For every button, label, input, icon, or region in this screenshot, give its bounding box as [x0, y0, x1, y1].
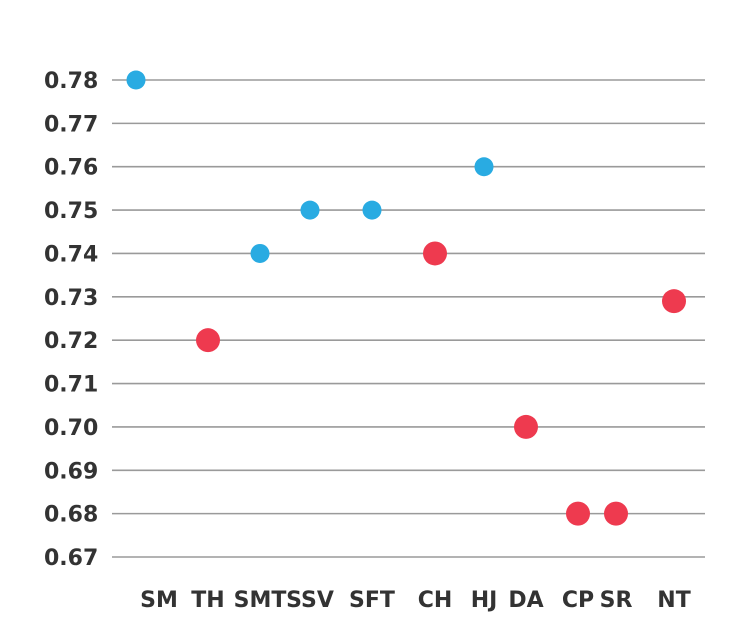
y-tick-label: 0.71: [44, 373, 98, 398]
y-tick-label: 0.78: [44, 69, 98, 94]
data-point-nt: [662, 289, 686, 314]
gridlines: [112, 79, 705, 558]
data-point-ssv: [300, 200, 320, 220]
x-category-label: CP: [562, 588, 594, 613]
y-tick-label: 0.68: [44, 503, 98, 528]
x-axis-category-labels: SM TH SMT SSV SFT CH HJ DA CP SR NT: [140, 588, 691, 613]
x-category-label: NT: [657, 588, 690, 613]
x-category-label: HJ: [471, 588, 498, 613]
y-tick-label: 0.74: [44, 242, 98, 267]
y-tick-label: 0.72: [44, 329, 98, 354]
y-tick-label: 0.73: [44, 286, 98, 311]
data-point-ch: [423, 241, 447, 266]
x-category-label: CH: [418, 588, 453, 613]
data-point-hj: [474, 157, 494, 177]
y-tick-label: 0.70: [44, 416, 98, 441]
data-point-smt: [250, 243, 270, 263]
y-tick-label: 0.75: [44, 199, 98, 224]
x-category-label: TH: [191, 588, 224, 613]
y-axis-tick-labels: 0.67 0.68 0.69 0.70 0.71 0.72 0.73 0.74 0.75 0.76…: [44, 69, 98, 571]
data-point-da: [514, 414, 538, 439]
x-category-label: SM: [140, 588, 178, 613]
data-point-cp: [566, 501, 590, 526]
data-point-th: [196, 328, 220, 353]
y-tick-label: 0.69: [44, 459, 98, 484]
y-tick-label: 0.76: [44, 156, 98, 181]
x-category-label: SR: [600, 588, 633, 613]
x-category-label: SMT: [234, 588, 287, 613]
data-point-sft: [362, 200, 382, 220]
x-category-label: DA: [508, 588, 543, 613]
data-point-sm: [126, 70, 146, 90]
data-points: [126, 70, 686, 526]
y-tick-label: 0.77: [44, 112, 98, 137]
x-category-label: SSV: [286, 588, 334, 613]
x-category-label: SFT: [349, 588, 395, 613]
y-tick-label: 0.67: [44, 546, 98, 571]
data-point-sr: [604, 501, 628, 526]
